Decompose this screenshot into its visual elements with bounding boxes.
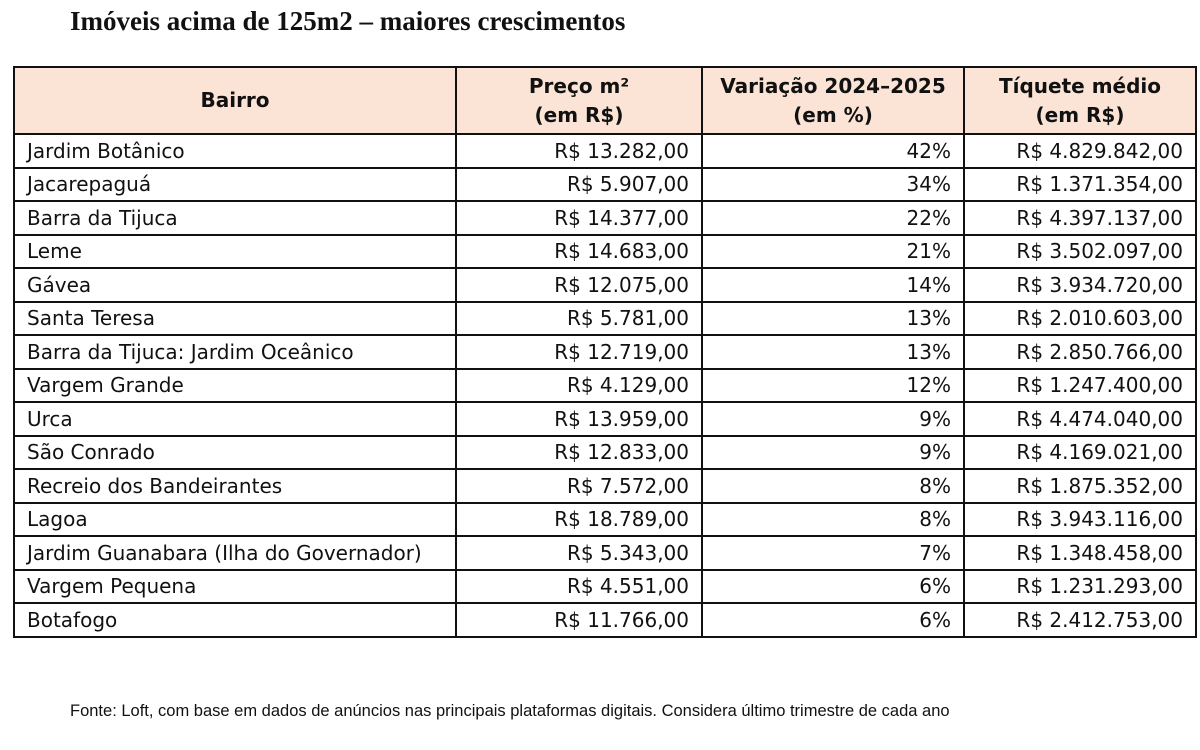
cell-variacao: 9% — [701, 434, 965, 470]
cell-preco: R$ 13.959,00 — [455, 401, 703, 437]
cell-variacao: 34% — [701, 166, 965, 202]
header-bairro: Bairro — [13, 66, 457, 135]
page-title: Imóveis acima de 125m2 – maiores crescim… — [70, 6, 626, 36]
cell-tiquete: R$ 1.348.458,00 — [963, 535, 1197, 571]
cell-variacao: 8% — [701, 468, 965, 504]
cell-tiquete: R$ 1.247.400,00 — [963, 367, 1197, 403]
header-tiquete-line1: Tíquete médio — [998, 73, 1162, 98]
cell-preco: R$ 4.129,00 — [455, 367, 703, 403]
header-variacao: Variação 2024–2025 (em %) — [701, 66, 965, 135]
cell-bairro: Vargem Pequena — [13, 568, 457, 604]
header-variacao-line2: (em %) — [793, 102, 873, 127]
cell-preco: R$ 18.789,00 — [455, 501, 703, 537]
cell-bairro: Barra da Tijuca: Jardim Oceânico — [13, 334, 457, 370]
cell-tiquete: R$ 3.943.116,00 — [963, 501, 1197, 537]
cell-preco: R$ 4.551,00 — [455, 568, 703, 604]
cell-bairro: Leme — [13, 233, 457, 269]
cell-preco: R$ 14.377,00 — [455, 200, 703, 236]
table-row: Santa Teresa R$ 5.781,00 13% R$ 2.010.603,0… — [13, 300, 1197, 336]
cell-variacao: 14% — [701, 267, 965, 303]
cell-bairro: Lagoa — [13, 501, 457, 537]
cell-tiquete: R$ 4.397.137,00 — [963, 200, 1197, 236]
cell-bairro: São Conrado — [13, 434, 457, 470]
cell-variacao: 13% — [701, 334, 965, 370]
cell-preco: R$ 11.766,00 — [455, 602, 703, 638]
cell-preco: R$ 5.343,00 — [455, 535, 703, 571]
header-preco-line1: Preço m² — [528, 73, 630, 98]
source-note: Fonte: Loft, com base em dados de anúnci… — [70, 702, 950, 720]
cell-tiquete: R$ 2.412.753,00 — [963, 602, 1197, 638]
header-variacao-line1: Variação 2024–2025 — [720, 73, 946, 98]
table-row: Barra da Tijuca: Jardim Oceânico R$ 12.71… — [13, 334, 1197, 370]
cell-variacao: 6% — [701, 568, 965, 604]
cell-tiquete: R$ 2.850.766,00 — [963, 334, 1197, 370]
cell-bairro: Gávea — [13, 267, 457, 303]
table-row: Barra da Tijuca R$ 14.377,00 22% R$ 4.397.1… — [13, 200, 1197, 236]
header-tiquete-line2: (em R$) — [1035, 102, 1125, 127]
cell-tiquete: R$ 1.371.354,00 — [963, 166, 1197, 202]
cell-preco: R$ 7.572,00 — [455, 468, 703, 504]
table-row: São Conrado R$ 12.833,00 9% R$ 4.169.021,00 — [13, 434, 1197, 470]
cell-preco: R$ 12.719,00 — [455, 334, 703, 370]
cell-tiquete: R$ 1.875.352,00 — [963, 468, 1197, 504]
table-body: Jardim Botânico R$ 13.282,00 42% R$ 4.829.8… — [13, 133, 1197, 638]
header-bairro-label: Bairro — [200, 88, 270, 112]
cell-tiquete: R$ 1.231.293,00 — [963, 568, 1197, 604]
header-row: Bairro Preço m² (em R$) Variação 2024–20… — [13, 66, 1197, 135]
cell-preco: R$ 13.282,00 — [455, 133, 703, 169]
table-header: Bairro Preço m² (em R$) Variação 2024–20… — [13, 66, 1197, 135]
table-row: Jardim Guanabara (Ilha do Governador) R$ … — [13, 535, 1197, 571]
table-row: Botafogo R$ 11.766,00 6% R$ 2.412.753,00 — [13, 602, 1197, 638]
cell-bairro: Barra da Tijuca — [13, 200, 457, 236]
table-row: Lagoa R$ 18.789,00 8% R$ 3.943.116,00 — [13, 501, 1197, 537]
cell-bairro: Vargem Grande — [13, 367, 457, 403]
table-row: Leme R$ 14.683,00 21% R$ 3.502.097,00 — [13, 233, 1197, 269]
header-preco-line2: (em R$) — [534, 102, 624, 127]
cell-tiquete: R$ 4.169.021,00 — [963, 434, 1197, 470]
cell-tiquete: R$ 3.934.720,00 — [963, 267, 1197, 303]
cell-tiquete: R$ 4.474.040,00 — [963, 401, 1197, 437]
table-row: Vargem Pequena R$ 4.551,00 6% R$ 1.231.293,… — [13, 568, 1197, 604]
cell-variacao: 42% — [701, 133, 965, 169]
cell-bairro: Urca — [13, 401, 457, 437]
cell-preco: R$ 5.907,00 — [455, 166, 703, 202]
cell-preco: R$ 12.075,00 — [455, 267, 703, 303]
cell-tiquete: R$ 3.502.097,00 — [963, 233, 1197, 269]
cell-variacao: 13% — [701, 300, 965, 336]
table-row: Gávea R$ 12.075,00 14% R$ 3.934.720,00 — [13, 267, 1197, 303]
cell-variacao: 22% — [701, 200, 965, 236]
cell-preco: R$ 12.833,00 — [455, 434, 703, 470]
cell-variacao: 9% — [701, 401, 965, 437]
cell-bairro: Jardim Botânico — [13, 133, 457, 169]
cell-variacao: 12% — [701, 367, 965, 403]
cell-preco: R$ 14.683,00 — [455, 233, 703, 269]
table-row: Jacarepaguá R$ 5.907,00 34% R$ 1.371.354,00 — [13, 166, 1197, 202]
cell-variacao: 7% — [701, 535, 965, 571]
table-row: Vargem Grande R$ 4.129,00 12% R$ 1.247.400,… — [13, 367, 1197, 403]
cell-tiquete: R$ 4.829.842,00 — [963, 133, 1197, 169]
cell-variacao: 8% — [701, 501, 965, 537]
header-preco: Preço m² (em R$) — [455, 66, 703, 135]
table-row: Urca R$ 13.959,00 9% R$ 4.474.040,00 — [13, 401, 1197, 437]
cell-bairro: Jacarepaguá — [13, 166, 457, 202]
cell-preco: R$ 5.781,00 — [455, 300, 703, 336]
table-row: Jardim Botânico R$ 13.282,00 42% R$ 4.829.8… — [13, 133, 1197, 169]
header-tiquete: Tíquete médio (em R$) — [963, 66, 1197, 135]
cell-variacao: 6% — [701, 602, 965, 638]
cell-bairro: Santa Teresa — [13, 300, 457, 336]
cell-bairro: Botafogo — [13, 602, 457, 638]
cell-bairro: Jardim Guanabara (Ilha do Governador) — [13, 535, 457, 571]
cell-variacao: 21% — [701, 233, 965, 269]
data-table: Bairro Preço m² (em R$) Variação 2024–20… — [13, 66, 1197, 638]
cell-tiquete: R$ 2.010.603,00 — [963, 300, 1197, 336]
cell-bairro: Recreio dos Bandeirantes — [13, 468, 457, 504]
table-row: Recreio dos Bandeirantes R$ 7.572,00 8% R$ … — [13, 468, 1197, 504]
